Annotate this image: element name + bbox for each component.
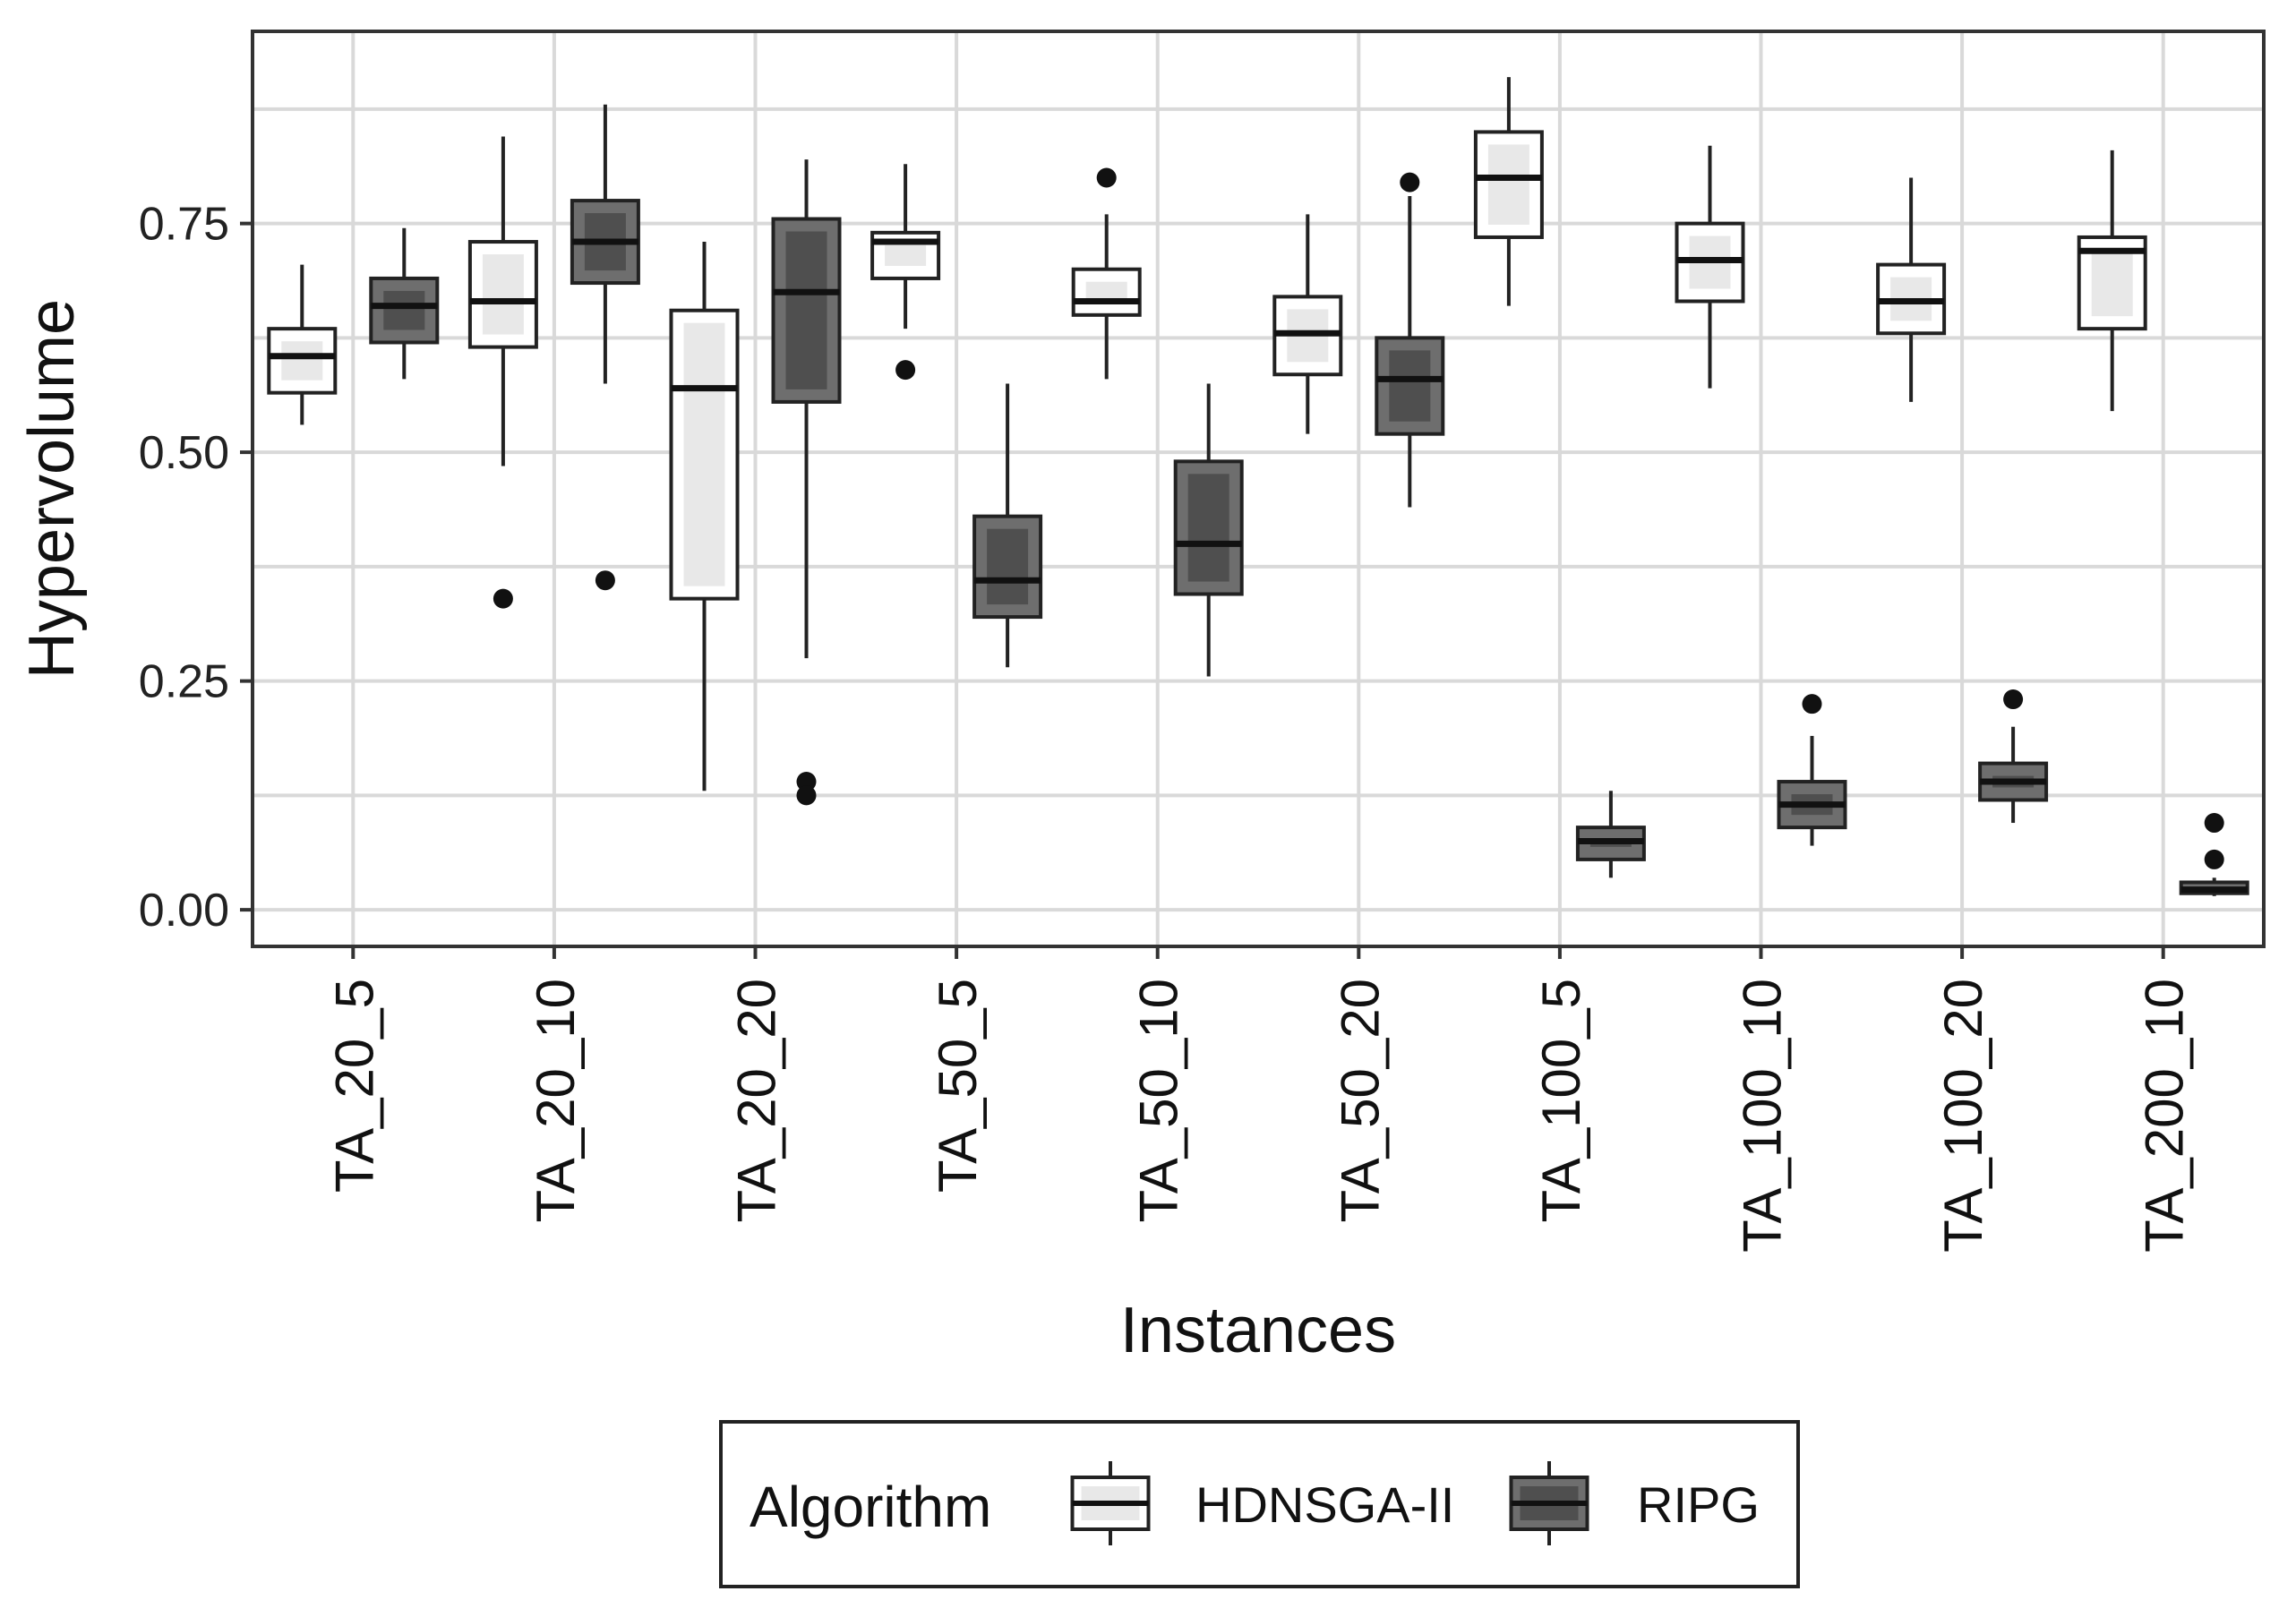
outlier-point (796, 785, 817, 806)
box-ripg-ta-50-5 (972, 383, 1043, 668)
box-hdnsga-ii-ta-50-20 (1272, 214, 1343, 434)
x-tick-label: TA_50_20 (1330, 979, 1390, 1222)
box-inner-shade (885, 244, 927, 266)
box-inner-shade (683, 322, 725, 586)
box-hdnsga-ii-ta-100-10 (1675, 145, 1745, 389)
legend-title: Algorithm (750, 1475, 991, 1539)
plot-border (251, 30, 2266, 948)
legend-label: RIPG (1637, 1476, 1760, 1533)
box-hdnsga-ii-ta-50-10 (1071, 167, 1142, 380)
box-hdnsga-ii-ta-20-20 (669, 242, 740, 791)
box-ripg-ta-50-10 (1173, 383, 1244, 677)
legend-label: HDNSGA-II (1195, 1476, 1454, 1533)
outlier-point (2204, 849, 2224, 869)
outlier-point (796, 772, 817, 792)
outlier-point (493, 588, 513, 609)
box-ripg-ta-100-5 (1575, 791, 1646, 878)
y-axis-title: Hypervolume (16, 299, 88, 679)
y-tick-label: 0.50 (139, 427, 229, 479)
box-body (1071, 267, 1142, 317)
box-ripg-ta-20-10 (570, 104, 640, 591)
x-tick-label: TA_50_5 (928, 979, 988, 1193)
box-ripg-ta-20-20 (771, 159, 842, 806)
axes-layer: 0.00 0.25 0.50 0.75 TA_20_5 TA_20_10 TA_20_20 T… (139, 199, 2195, 1253)
outlier-point (1802, 694, 1822, 714)
boxes-layer (267, 77, 2249, 896)
box-ripg-ta-20-5 (369, 227, 440, 380)
outlier-point (2003, 689, 2024, 710)
x-tick-label: TA_20_20 (727, 979, 787, 1222)
legend-frame (719, 1420, 1800, 1588)
outlier-point (1400, 172, 1420, 192)
x-tick-label: TA_100_10 (1733, 979, 1793, 1253)
outlier-point (2204, 813, 2224, 834)
y-tick-label: 0.75 (139, 199, 229, 251)
box-hdnsga-ii-ta-100-20 (1876, 177, 1947, 402)
legend: Algorithm HDNSGA-II RIPG (719, 1420, 1800, 1588)
box-inner-shade (1085, 281, 1127, 303)
box-hdnsga-ii-ta-200-10 (2077, 150, 2147, 412)
box-inner-shade (785, 231, 827, 389)
outlier-point (595, 570, 615, 591)
outlier-point (1096, 167, 1117, 188)
box-inner-shade (482, 254, 524, 335)
x-tick-label: TA_100_5 (1531, 979, 1591, 1222)
box-hdnsga-ii-ta-100-5 (1473, 77, 1544, 306)
box-inner-shade (383, 290, 425, 330)
box-inner-shade (1187, 474, 1229, 582)
legend-key-ripg (1509, 1461, 1589, 1545)
box-inner-shade (1389, 350, 1431, 422)
box-ripg-ta-200-10 (2179, 813, 2249, 896)
y-tick-label: 0.00 (139, 885, 229, 937)
grid-lines (253, 31, 2264, 946)
box-hdnsga-ii-ta-20-5 (267, 264, 338, 425)
x-axis-title: Instances (1120, 1295, 1396, 1366)
x-tick-label: TA_20_10 (526, 979, 586, 1222)
x-tick-label: TA_100_20 (1933, 979, 1993, 1253)
box-ripg-ta-50-20 (1375, 172, 1445, 508)
box-inner-shade (2091, 249, 2133, 317)
y-tick-label: 0.25 (139, 656, 229, 708)
box-ripg-ta-100-20 (1978, 689, 2049, 824)
legend-key-hdnsga-ii (1070, 1461, 1151, 1545)
x-tick-label: TA_200_10 (2135, 979, 2195, 1253)
box-ripg-ta-100-10 (1777, 694, 1847, 846)
x-tick-label: TA_20_5 (324, 979, 384, 1193)
box-inner-shade (1487, 144, 1529, 225)
box-hdnsga-ii-ta-50-5 (870, 164, 941, 381)
outlier-point (895, 360, 916, 381)
box-inner-shade (987, 528, 1029, 605)
box-inner-shade (281, 341, 323, 381)
x-tick-label: TA_50_10 (1129, 979, 1189, 1222)
box-hdnsga-ii-ta-20-10 (467, 136, 538, 609)
